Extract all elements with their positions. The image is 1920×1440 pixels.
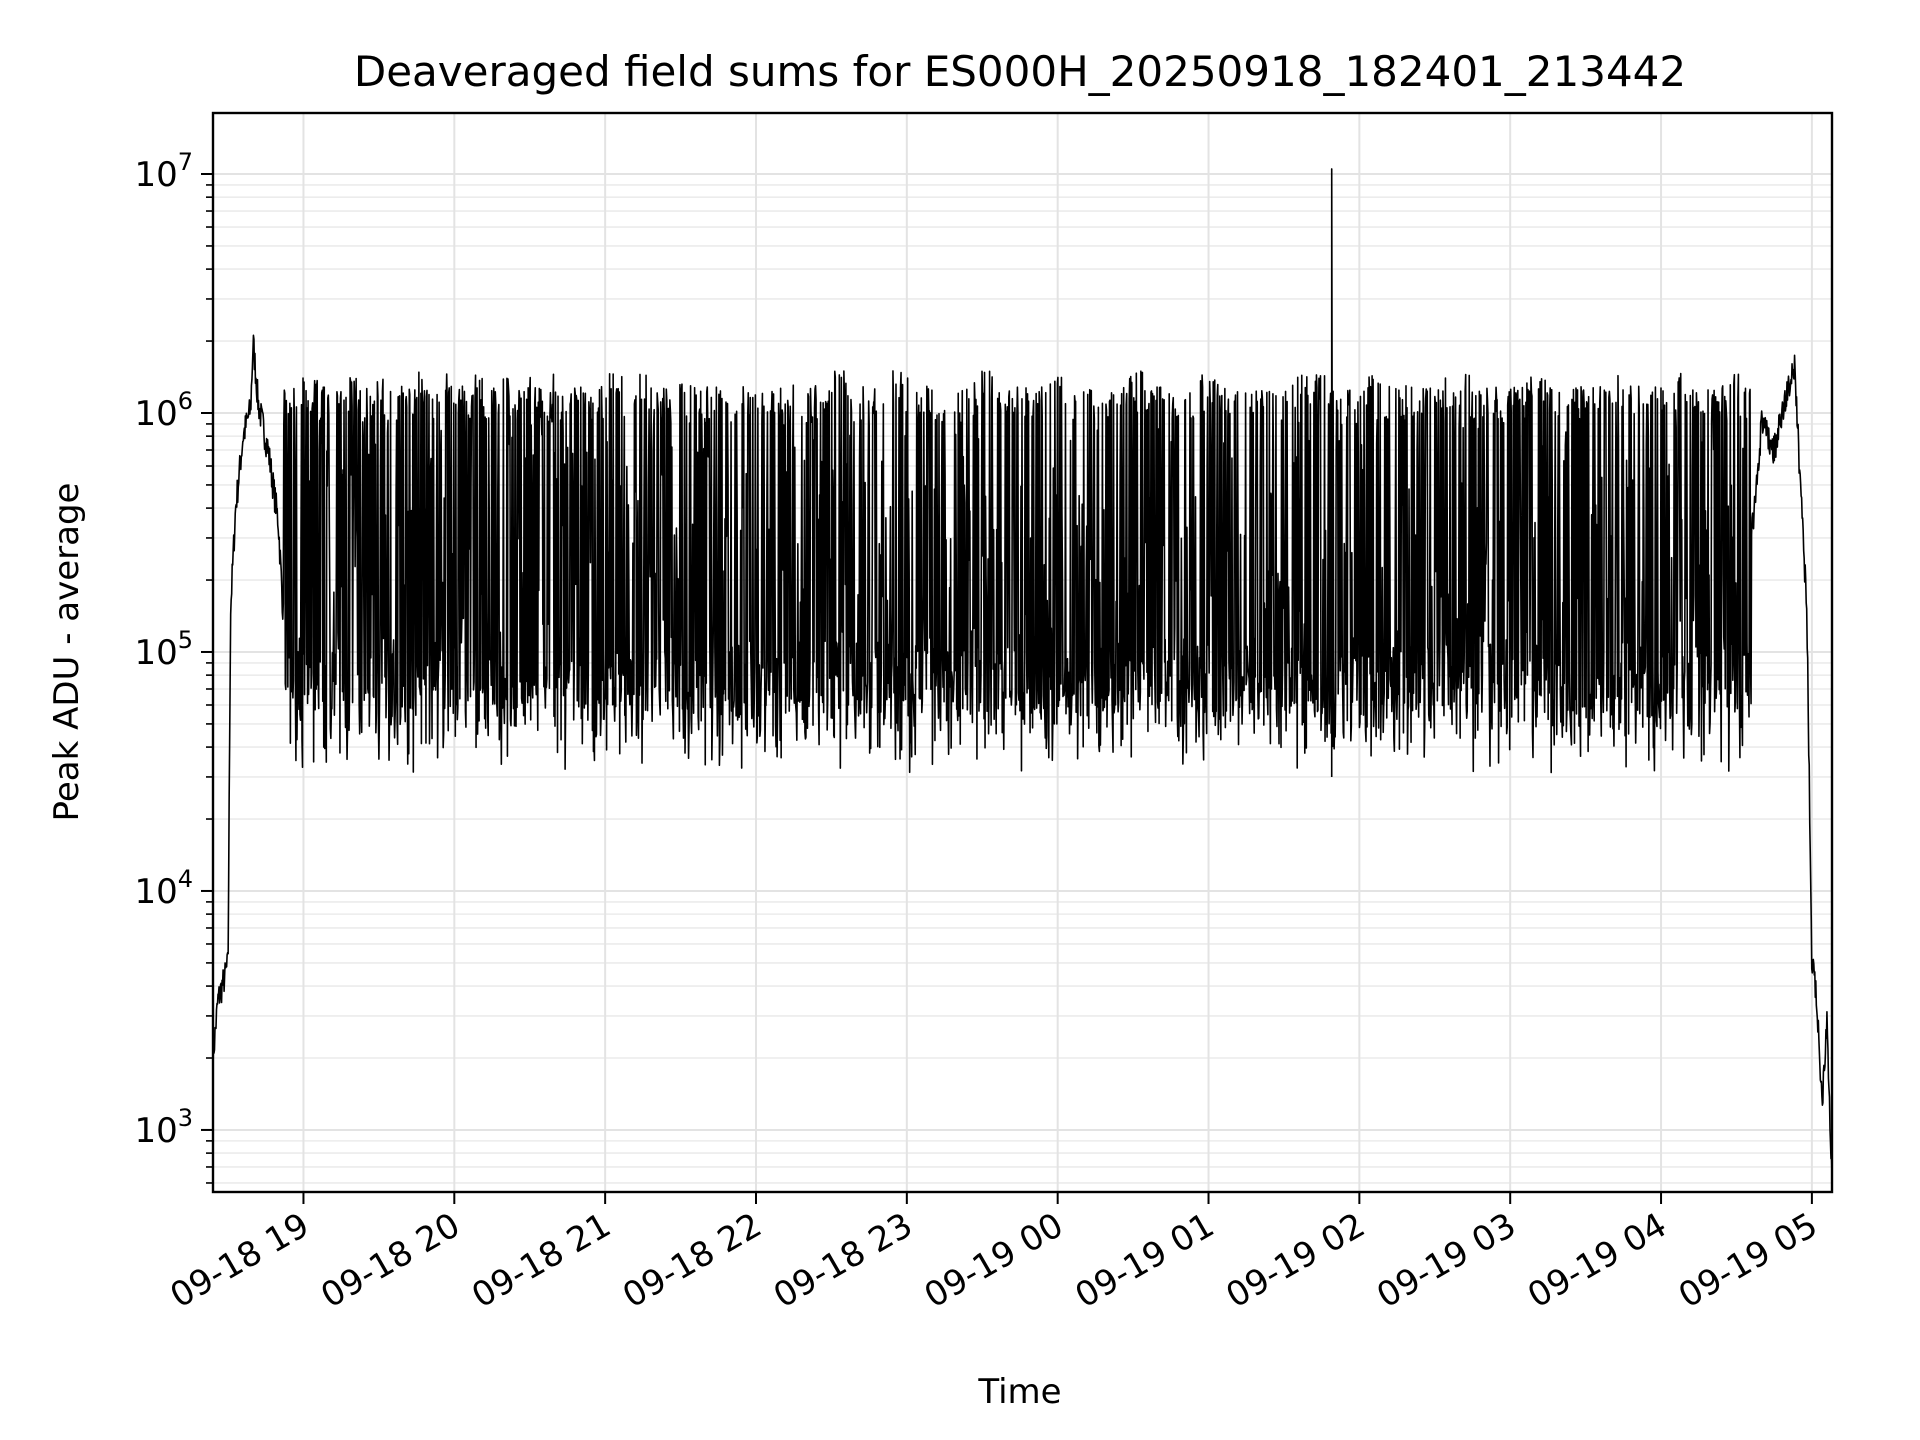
y-tick-label: 106 (134, 387, 193, 434)
x-axis-label: Time (977, 1372, 1061, 1412)
chart-title: Deaveraged field sums for ES000H_2025091… (354, 47, 1686, 96)
y-tick-label: 107 (134, 148, 193, 195)
y-axis: 103 104 105 106 107 (134, 148, 213, 1184)
y-axis-label: Peak ADU - average (47, 483, 87, 822)
series-line (213, 168, 1832, 1176)
plot-area (213, 168, 1832, 1176)
y-tick-label: 103 (134, 1104, 193, 1151)
y-tick-label: 105 (134, 626, 193, 673)
y-tick-label: 104 (134, 865, 193, 912)
